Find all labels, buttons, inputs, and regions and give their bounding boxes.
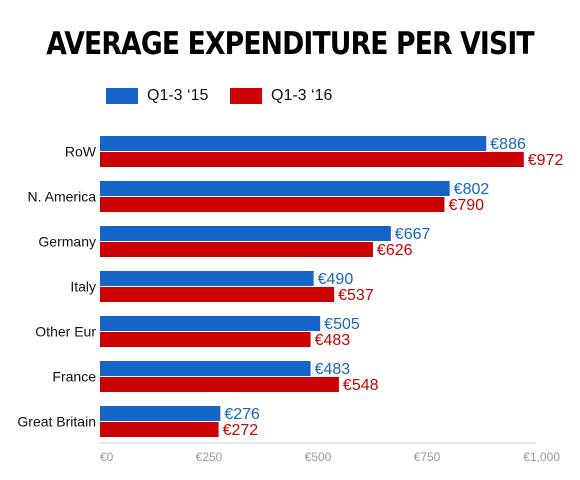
value-label-great-britain-series-1: €272 [223, 422, 259, 439]
chart-title: AVERAGE EXPENDITURE PER VISIT [46, 26, 534, 62]
value-label-other-eur-series-1: €483 [315, 332, 351, 349]
category-label-germany: Germany [38, 234, 96, 250]
bar-germany-series-1 [100, 242, 373, 257]
value-label-germany-series-1: €626 [377, 242, 413, 259]
bar-other-eur-series-0 [100, 316, 321, 331]
bar-france-series-0 [100, 361, 311, 376]
bar-germany-series-0 [100, 226, 391, 241]
value-label-row-series-0: €886 [490, 136, 526, 153]
value-label-other-eur-series-0: €505 [324, 316, 360, 333]
category-label-great-britain: Great Britain [17, 414, 96, 430]
legend-label-q1-3-16: Q1-3 ‘16 [271, 87, 333, 104]
x-tick-label-4: €1,000 [523, 450, 560, 464]
value-label-great-britain-series-0: €276 [224, 406, 260, 423]
x-tick-label-1: €250 [196, 450, 223, 464]
value-label-france-series-1: €548 [343, 377, 379, 394]
bar-other-eur-series-1 [100, 332, 311, 347]
bar-row-series-0 [100, 136, 487, 151]
bar-great-britain-series-1 [100, 422, 219, 437]
legend-item-q1-3-16: Q1-3 ‘16 [230, 86, 332, 106]
value-label-n-america-series-1: €790 [448, 197, 484, 214]
bar-france-series-1 [100, 377, 339, 392]
bar-italy-series-0 [100, 271, 314, 286]
value-label-italy-series-0: €490 [318, 271, 354, 288]
bar-row-series-1 [100, 152, 524, 167]
value-label-n-america-series-0: €802 [454, 181, 490, 198]
bar-n-america-series-0 [100, 181, 450, 196]
legend-item-q1-3-15: Q1-3 ‘15 [106, 86, 208, 106]
legend-swatch-q1-3-15 [106, 88, 138, 104]
category-label-n-america: N. America [28, 189, 97, 205]
x-tick-label-3: €750 [414, 450, 441, 464]
x-tick-label-0: €0 [100, 450, 114, 464]
value-label-italy-series-1: €537 [338, 287, 374, 304]
legend-swatch-q1-3-16 [230, 88, 262, 104]
value-label-row-series-1: €972 [528, 152, 564, 169]
x-tick-label-2: €500 [305, 450, 332, 464]
bar-italy-series-1 [100, 287, 335, 302]
value-label-germany-series-0: €667 [395, 226, 431, 243]
category-label-other-eur: Other Eur [35, 324, 96, 340]
bar-great-britain-series-0 [100, 406, 221, 421]
category-label-france: France [52, 369, 96, 385]
value-label-france-series-0: €483 [315, 361, 351, 378]
legend-label-q1-3-15: Q1-3 ‘15 [147, 87, 209, 104]
category-label-row: RoW [65, 144, 97, 160]
category-label-italy: Italy [70, 279, 96, 295]
bar-n-america-series-1 [100, 197, 445, 212]
